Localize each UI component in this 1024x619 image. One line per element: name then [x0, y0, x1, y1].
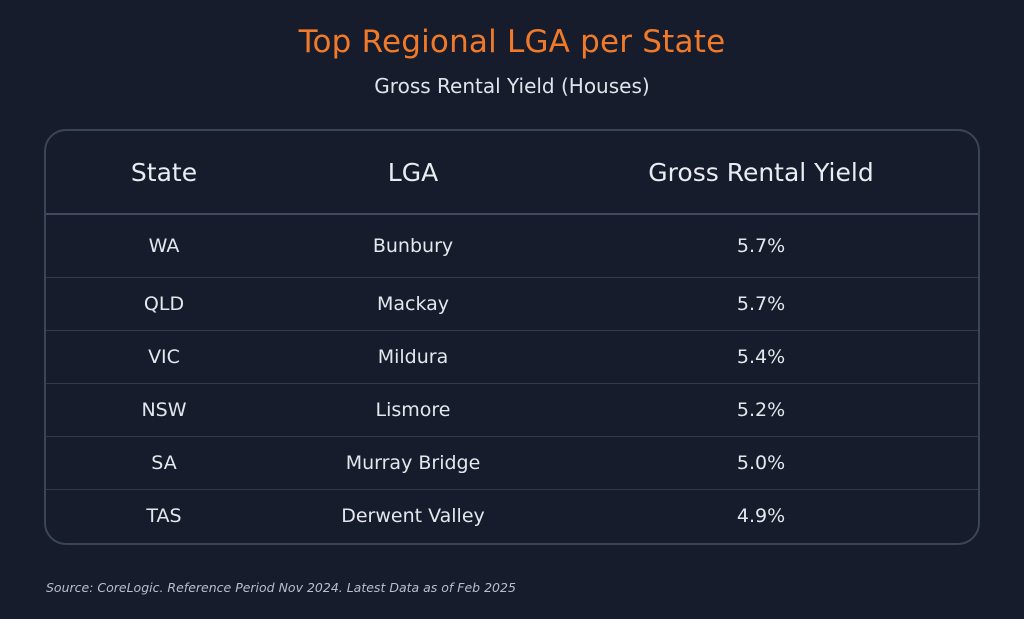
- data-table-card: State LGA Gross Rental Yield WA Bunbury …: [44, 129, 980, 545]
- cell-lga: Mackay: [282, 277, 544, 331]
- column-header-state: State: [46, 131, 282, 215]
- chart-subtitle: Gross Rental Yield (Houses): [374, 74, 650, 98]
- table-row: NSW Lismore 5.2%: [46, 383, 978, 437]
- cell-yield: 5.7%: [544, 277, 978, 331]
- table-header-row: State LGA Gross Rental Yield: [46, 131, 978, 215]
- table-row: WA Bunbury 5.7%: [46, 214, 978, 278]
- table-row: SA Murray Bridge 5.0%: [46, 436, 978, 490]
- cell-state: SA: [46, 436, 282, 490]
- chart-title: Top Regional LGA per State: [298, 24, 726, 60]
- cell-yield: 5.7%: [544, 214, 978, 278]
- cell-lga: Murray Bridge: [282, 436, 544, 490]
- cell-yield: 4.9%: [736, 504, 786, 527]
- cell-yield: 5.2%: [544, 383, 978, 437]
- cell-yield: 5.4%: [544, 330, 978, 384]
- cell-lga: Derwent Valley: [341, 504, 485, 527]
- column-header-lga: LGA: [282, 131, 544, 215]
- source-note: Source: CoreLogic. Reference Period Nov …: [46, 580, 516, 595]
- data-table: State LGA Gross Rental Yield WA Bunbury …: [46, 131, 978, 542]
- cell-state: TAS: [146, 504, 182, 527]
- cell-state: WA: [46, 214, 282, 278]
- table-row: VIC Mildura 5.4%: [46, 330, 978, 384]
- cell-lga: Lismore: [282, 383, 544, 437]
- cell-lga: Mildura: [282, 330, 544, 384]
- table-row: QLD Mackay 5.7%: [46, 277, 978, 331]
- cell-lga: Bunbury: [282, 214, 544, 278]
- column-header-yield: Gross Rental Yield: [544, 131, 978, 215]
- cell-state: QLD: [46, 277, 282, 331]
- cell-state: NSW: [46, 383, 282, 437]
- cell-yield: 5.0%: [544, 436, 978, 490]
- table-row: TAS Derwent Valley 4.9%: [46, 489, 978, 542]
- cell-state: VIC: [46, 330, 282, 384]
